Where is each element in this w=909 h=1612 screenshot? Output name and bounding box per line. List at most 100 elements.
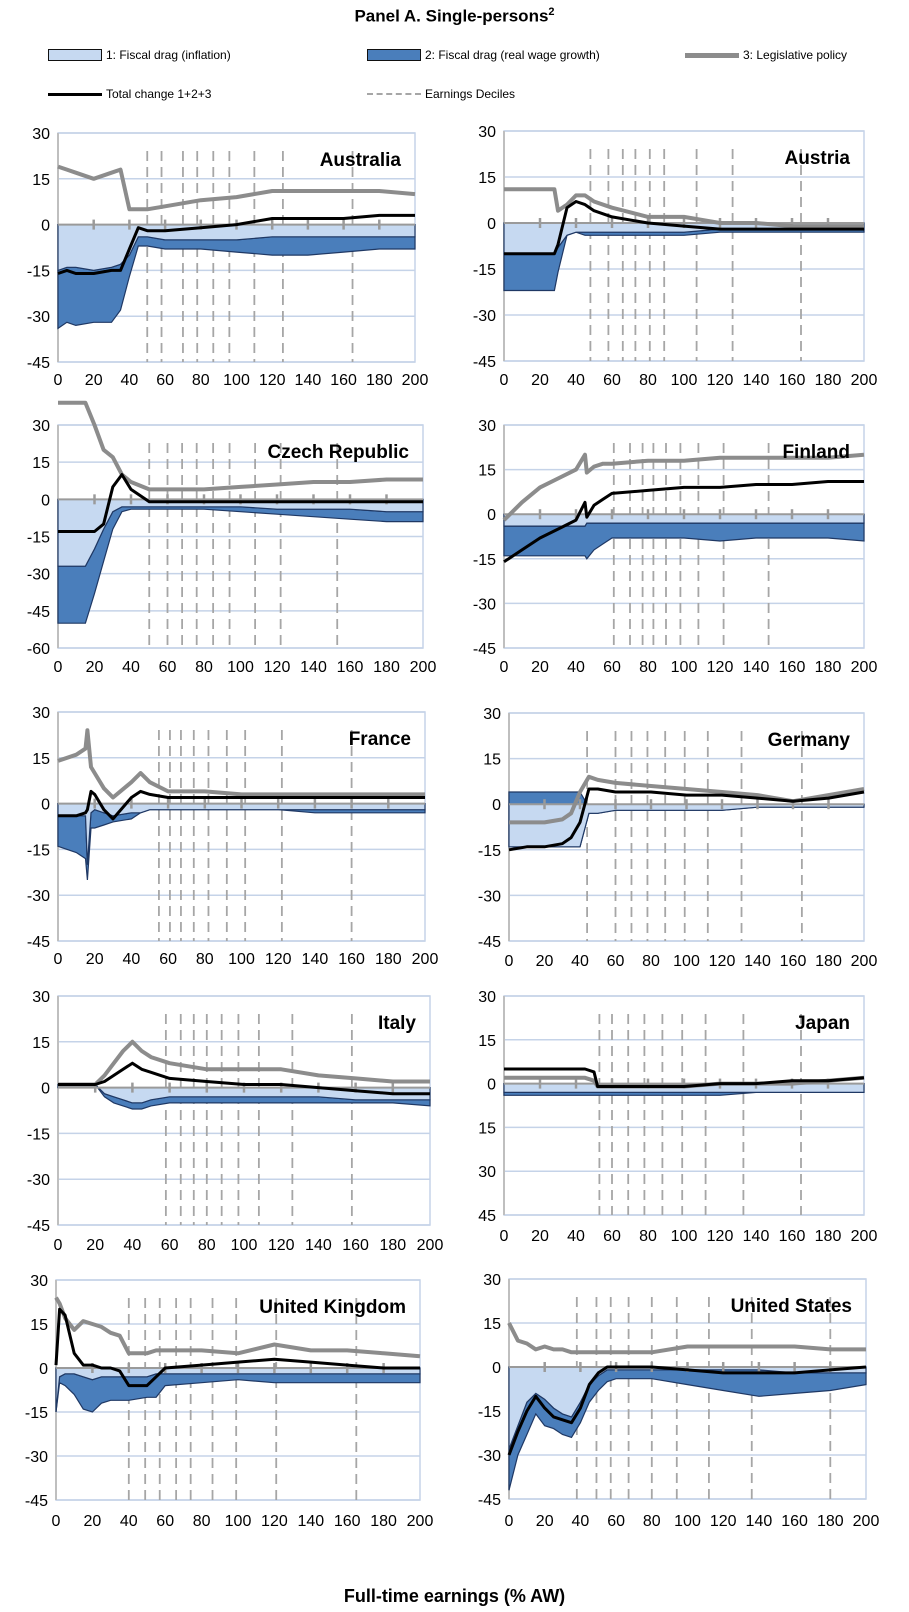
series-realwage-area — [57, 506, 424, 624]
y-tick-label: -15 — [27, 530, 50, 547]
legend-item-realwage: 2: Fiscal drag (real wage growth) — [367, 48, 600, 62]
x-tick-label: 0 — [500, 659, 509, 676]
x-tick-label: 140 — [743, 1228, 770, 1245]
legend-item-deciles: Earnings Deciles — [367, 87, 515, 101]
x-tick-label: 140 — [300, 659, 327, 676]
series-legislative-line — [507, 1322, 866, 1355]
chart-title-united-states: United States — [731, 1296, 852, 1317]
chart-title-czech-republic: Czech Republic — [268, 442, 410, 463]
plot-frame — [57, 995, 431, 1226]
x-tick-label: 100 — [671, 372, 698, 389]
x-tick-label: 160 — [338, 951, 365, 968]
x-tick-label: 140 — [297, 1513, 324, 1530]
x-tick-label: 160 — [330, 372, 357, 389]
x-tick-label: 120 — [707, 1228, 734, 1245]
y-tick-label: 0 — [41, 218, 50, 235]
x-tick-label: 40 — [120, 1513, 138, 1530]
x-tick-label: 20 — [86, 659, 104, 676]
panel-title: Panel A. Single-persons2 — [0, 6, 909, 27]
x-tick-label: 140 — [744, 953, 771, 970]
x-tick-label: 80 — [639, 1228, 657, 1245]
y-tick-label: 15 — [32, 172, 50, 189]
x-tick-label: 40 — [572, 1513, 590, 1530]
x-tick-label: 160 — [337, 659, 364, 676]
x-tick-label: 60 — [156, 372, 174, 389]
legend-label-total: Total change 1+2+3 — [106, 87, 212, 101]
x-tick-label: 60 — [603, 1228, 621, 1245]
legend-label-realwage: 2: Fiscal drag (real wage growth) — [425, 48, 600, 62]
x-tick-label: 100 — [225, 1513, 252, 1530]
legend-label-deciles: Earnings Deciles — [425, 87, 516, 101]
legend-swatch-total — [48, 92, 102, 96]
y-tick-label: -45 — [27, 355, 50, 372]
x-tick-label: 160 — [779, 372, 806, 389]
legend-item-total: Total change 1+2+3 — [48, 87, 211, 101]
x-tick-label: 100 — [671, 1228, 698, 1245]
y-tick-label: -30 — [27, 567, 50, 584]
y-tick-label: 30 — [478, 124, 496, 141]
x-tick-label: 200 — [402, 372, 429, 389]
x-tick-label: 100 — [673, 953, 700, 970]
x-tick-label: 20 — [86, 1237, 104, 1254]
legend-item-legislative: 3: Legislative policy — [685, 48, 847, 62]
x-tick-label: 120 — [265, 951, 292, 968]
y-tick-label: 30 — [478, 989, 496, 1006]
y-tick-label: 15 — [30, 1317, 48, 1334]
y-tick-label: 0 — [492, 1360, 501, 1377]
x-tick-label: 200 — [407, 1513, 434, 1530]
y-tick-label: -15 — [27, 263, 50, 280]
x-tick-label: 120 — [707, 659, 734, 676]
x-tick-label: 180 — [817, 1513, 844, 1530]
y-tick-label: 0 — [487, 216, 496, 233]
x-tick-label: 180 — [379, 1237, 406, 1254]
y-tick-label: 30 — [32, 126, 50, 143]
x-tick-label: 200 — [412, 951, 439, 968]
series-inflation-area — [57, 224, 416, 272]
x-tick-label: 0 — [500, 1228, 509, 1245]
x-tick-label: 40 — [121, 372, 139, 389]
y-tick-label: 15 — [478, 463, 496, 480]
x-tick-label: 160 — [334, 1513, 361, 1530]
series-total-line — [54, 1307, 420, 1388]
x-tick-label: 0 — [500, 372, 509, 389]
series-total-line — [57, 213, 415, 275]
y-tick-label: 30 — [478, 418, 496, 435]
x-tick-label: 20 — [531, 659, 549, 676]
x-tick-label: 20 — [536, 953, 554, 970]
x-tick-label: 80 — [639, 372, 657, 389]
y-tick-label: -15 — [473, 552, 496, 569]
series-total-line — [507, 1365, 867, 1456]
x-tick-label: 200 — [410, 659, 437, 676]
y-tick-label: -45 — [478, 934, 501, 951]
y-tick-label: 0 — [41, 1081, 50, 1098]
y-tick-label: -45 — [27, 1218, 50, 1235]
legend-label-legislative: 3: Legislative policy — [743, 48, 848, 62]
x-tick-label: 80 — [639, 659, 657, 676]
x-tick-label: 60 — [159, 951, 177, 968]
x-tick-label: 80 — [195, 659, 213, 676]
chart-title-japan: Japan — [795, 1013, 850, 1034]
y-tick-label: 15 — [32, 455, 50, 472]
y-tick-label: -30 — [27, 1172, 50, 1189]
series-total-line — [58, 789, 425, 821]
legend-swatch-legislative — [685, 52, 739, 58]
chart-title-finland: Finland — [782, 442, 850, 463]
series-legislative-line — [57, 164, 416, 212]
x-tick-label: 180 — [370, 1513, 397, 1530]
y-tick-label: 15 — [32, 1035, 50, 1052]
series-total-line — [503, 480, 864, 564]
panel-title-superscript: 2 — [548, 6, 555, 18]
x-tick-label: 100 — [671, 659, 698, 676]
y-tick-label: 0 — [41, 492, 50, 509]
x-tick-label: 60 — [603, 372, 621, 389]
y-tick-label: 30 — [483, 706, 501, 723]
x-tick-label: 100 — [231, 1237, 258, 1254]
x-tick-label: 200 — [851, 372, 878, 389]
x-tick-label: 200 — [851, 953, 878, 970]
x-tick-label: 20 — [85, 372, 103, 389]
y-tick-label: -45 — [25, 1493, 48, 1510]
x-tick-label: 60 — [607, 1513, 625, 1530]
y-tick-label: 15 — [483, 1316, 501, 1333]
